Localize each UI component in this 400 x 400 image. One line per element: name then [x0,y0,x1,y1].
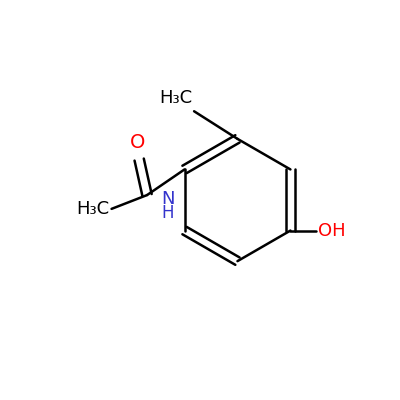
Text: H₃C: H₃C [76,200,110,218]
Text: O: O [130,133,145,152]
Text: H: H [162,204,174,222]
Text: OH: OH [318,222,346,240]
Text: H₃C: H₃C [159,89,192,107]
Text: N: N [161,190,174,208]
